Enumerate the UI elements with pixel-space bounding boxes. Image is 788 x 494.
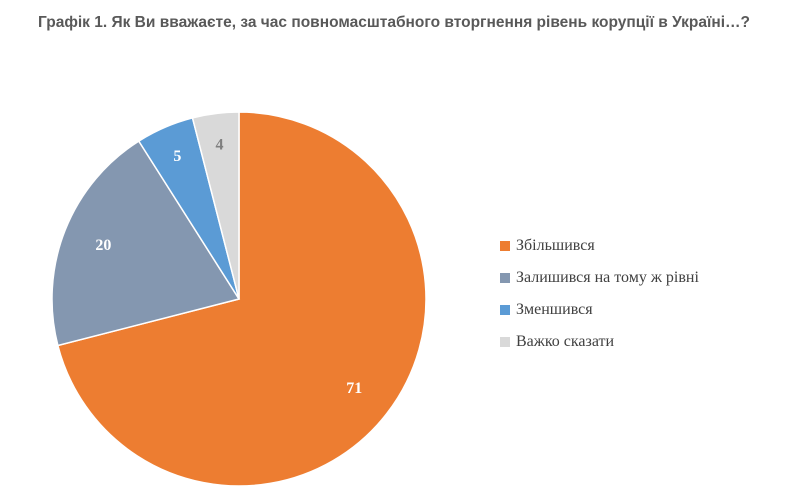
legend-item-hard-to-say: Важко сказати [500,326,699,358]
legend-swatch [500,273,510,283]
pie-slice-same-level [51,140,241,347]
legend-label: Залишився на тому ж рівні [516,269,699,286]
legend-swatch [500,241,510,251]
legend-label: Зменшився [516,301,593,318]
pie-slice-increased [56,111,427,487]
legend-label: Важко сказати [516,333,615,350]
data-label-decreased: 5 [173,148,181,165]
legend-item-decreased: Зменшився [500,294,699,326]
data-label-hard-to-say: 4 [216,137,224,154]
legend: Збільшився Залишився на тому ж рівні Зме… [500,230,699,358]
pie-slices [51,111,427,487]
legend-swatch [500,337,510,347]
pie-labels: 71 20 5 4 [95,137,362,397]
data-label-increased: 71 [346,380,362,397]
legend-item-same-level: Залишився на тому ж рівні [500,262,699,294]
legend-swatch [500,305,510,315]
data-label-same-level: 20 [95,237,111,254]
chart-title: Графік 1. Як Ви вважаєте, за час повнома… [38,14,750,31]
legend-item-increased: Збільшився [500,230,699,262]
legend-label: Збільшився [516,237,595,254]
pie-slice-hard-to-say [191,111,240,300]
